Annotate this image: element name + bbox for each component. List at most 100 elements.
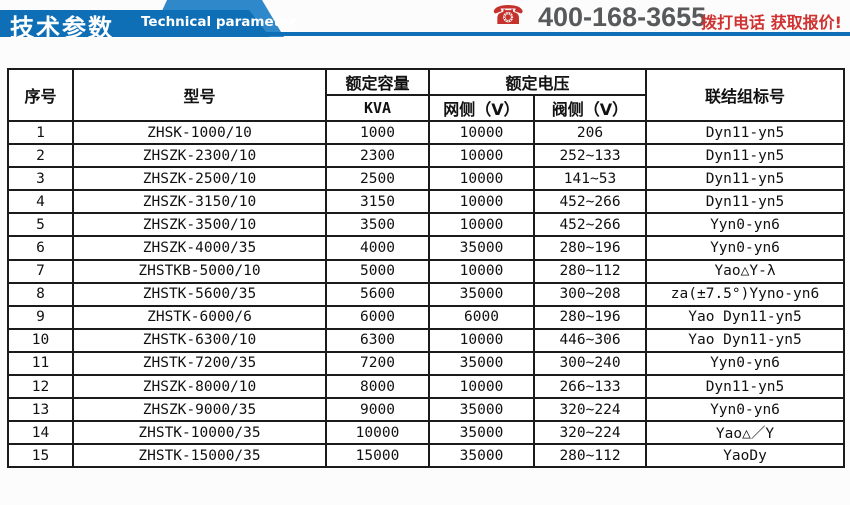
table-cell: ZHSZK-3500/10 xyxy=(72,212,327,238)
table-row: 11 ZHSTK-7200/35 7200 35000 300~240 Yyn0-yn6 xyxy=(7,350,845,377)
table-cell: 9 xyxy=(7,304,74,330)
call-to-action-text: 拨打电话 获取报价! xyxy=(701,13,842,32)
table-row: 7 ZHSTKB-5000/10 5000 10000 280~112 Yao△Y-λ xyxy=(7,258,845,284)
header-rated-capacity: 额定容量 xyxy=(325,68,430,96)
table-cell: 452~266 xyxy=(533,189,647,215)
banner-ribbon xyxy=(0,10,270,37)
table-body: 1 ZHSK-1000/10 1000 10000 206 Dyn11-yn5 2 ZHSZK… xyxy=(7,119,845,469)
table-row: 9 ZHSTK-6000/6 6000 6000 280~196 Yao Dyn11-yn… xyxy=(7,304,845,330)
table-row: 8 ZHSTK-5600/35 5600 35000 300~208 za(±7.5°)Y… xyxy=(7,281,845,307)
table-cell: 12 xyxy=(7,374,74,400)
table-cell: 6300 xyxy=(325,327,430,353)
header-grid-side: 网侧（V） xyxy=(428,94,535,122)
table-cell: 206 xyxy=(533,119,647,146)
table-cell: 2300 xyxy=(325,143,430,169)
table-cell: 35000 xyxy=(428,420,535,446)
table-cell: 8000 xyxy=(325,374,430,400)
header-rated-voltage: 额定电压 xyxy=(428,68,647,96)
table-cell: 35000 xyxy=(428,350,535,377)
table-cell: 252~133 xyxy=(533,143,647,169)
top-banner: 技术参数 Technical parameter ☎ 400-168-3655 … xyxy=(0,0,850,42)
table-row: 6 ZHSZK-4000/35 4000 35000 280~196 Yyn0-yn6 xyxy=(7,235,845,261)
table-cell: 3500 xyxy=(325,212,430,238)
table-row: 3 ZHSZK-2500/10 2500 10000 141~53 Dyn11-yn5 xyxy=(7,166,845,192)
table-cell: 2500 xyxy=(325,166,430,192)
table-cell: 7 xyxy=(7,258,74,284)
table-cell: Dyn11-yn5 xyxy=(645,143,845,169)
table-cell: 11 xyxy=(7,350,74,377)
table-cell: 6000 xyxy=(325,304,430,330)
table-cell: Yao△Y-λ xyxy=(645,258,845,284)
table-row: 14 ZHSTK-10000/35 10000 35000 320~224 Yao△／Y xyxy=(7,420,845,446)
table-cell: 5000 xyxy=(325,258,430,284)
table-cell: 10000 xyxy=(428,166,535,192)
table-cell: 8 xyxy=(7,281,74,307)
table-row: 4 ZHSZK-3150/10 3150 10000 452~266 Dyn11-yn5 xyxy=(7,189,845,215)
table-cell: 14 xyxy=(7,420,74,446)
table-cell: 10000 xyxy=(428,327,535,353)
table-cell: 6000 xyxy=(428,304,535,330)
table-cell: ZHSZK-4000/35 xyxy=(72,235,327,261)
table-cell: 300~208 xyxy=(533,281,647,307)
banner-rule-line xyxy=(0,32,850,36)
header-connection-group: 联结组标号 xyxy=(645,68,845,122)
table-row: 10 ZHSTK-6300/10 6300 10000 446~306 Yao Dyn11… xyxy=(7,327,845,353)
table-cell: Dyn11-yn5 xyxy=(645,166,845,192)
table-cell: 320~224 xyxy=(533,420,647,446)
table-cell: Yyn0-yn6 xyxy=(645,350,845,377)
table-cell: Yao Dyn11-yn5 xyxy=(645,327,845,353)
table-cell: 35000 xyxy=(428,235,535,261)
table-cell: Yao△／Y xyxy=(645,420,845,446)
table-cell: 10 xyxy=(7,327,74,353)
table-cell: 452~266 xyxy=(533,212,647,238)
header-model: 型号 xyxy=(72,68,327,122)
table-cell: 5 xyxy=(7,212,74,238)
table-cell: ZHSZK-2300/10 xyxy=(72,143,327,169)
table-cell: Yyn0-yn6 xyxy=(645,212,845,238)
table-cell: 10000 xyxy=(428,258,535,284)
table-cell: Dyn11-yn5 xyxy=(645,119,845,146)
table-cell: 3150 xyxy=(325,189,430,215)
table-cell: ZHSZK-9000/35 xyxy=(72,397,327,423)
table-cell: 15000 xyxy=(325,443,430,469)
table-cell: ZHSZK-3150/10 xyxy=(72,189,327,215)
phone-number: 400-168-3655 xyxy=(538,2,707,32)
table-cell: 446~306 xyxy=(533,327,647,353)
table-cell: 15 xyxy=(7,443,74,469)
table-cell: Yao Dyn11-yn5 xyxy=(645,304,845,330)
table-cell: 10000 xyxy=(428,119,535,146)
header-valve-side: 阀侧（V） xyxy=(533,94,647,122)
table-cell: ZHSK-1000/10 xyxy=(72,119,327,146)
table-cell: 9000 xyxy=(325,397,430,423)
header-serial-number: 序号 xyxy=(7,68,74,122)
table-cell: ZHSZK-8000/10 xyxy=(72,374,327,400)
table-cell: 4 xyxy=(7,189,74,215)
table-cell: 300~240 xyxy=(533,350,647,377)
table-cell: Yyn0-yn6 xyxy=(645,397,845,423)
table-cell: 1 xyxy=(7,119,74,146)
page-subtitle: Technical parameter xyxy=(141,14,296,30)
table-cell: 4000 xyxy=(325,235,430,261)
table-cell: 280~196 xyxy=(533,304,647,330)
table-row: 13 ZHSZK-9000/35 9000 35000 320~224 Yyn0-yn6 xyxy=(7,397,845,423)
table-row: 5 ZHSZK-3500/10 3500 10000 452~266 Yyn0-yn6 xyxy=(7,212,845,238)
table-cell: 10000 xyxy=(428,374,535,400)
table-cell: ZHSTK-6300/10 xyxy=(72,327,327,353)
table-cell: 2 xyxy=(7,143,74,169)
table-cell: 10000 xyxy=(428,189,535,215)
table-cell: 35000 xyxy=(428,281,535,307)
table-cell: 35000 xyxy=(428,397,535,423)
table-row: 15 ZHSTK-15000/35 15000 35000 280~112 YaoDy xyxy=(7,443,845,469)
table-cell: 266~133 xyxy=(533,374,647,400)
table-cell: 5600 xyxy=(325,281,430,307)
table-cell: YaoDy xyxy=(645,443,845,469)
page-title: 技术参数 xyxy=(10,14,114,42)
table-cell: za(±7.5°)Yyno-yn6 xyxy=(645,281,845,307)
table-cell: 1000 xyxy=(325,119,430,146)
table-cell: 35000 xyxy=(428,443,535,469)
table-cell: ZHSTK-10000/35 xyxy=(72,420,327,446)
table-row: 12 ZHSZK-8000/10 8000 10000 266~133 Dyn11-yn5 xyxy=(7,374,845,400)
table-cell: ZHSTK-5600/35 xyxy=(72,281,327,307)
table-row: 1 ZHSK-1000/10 1000 10000 206 Dyn11-yn5 xyxy=(7,119,845,146)
